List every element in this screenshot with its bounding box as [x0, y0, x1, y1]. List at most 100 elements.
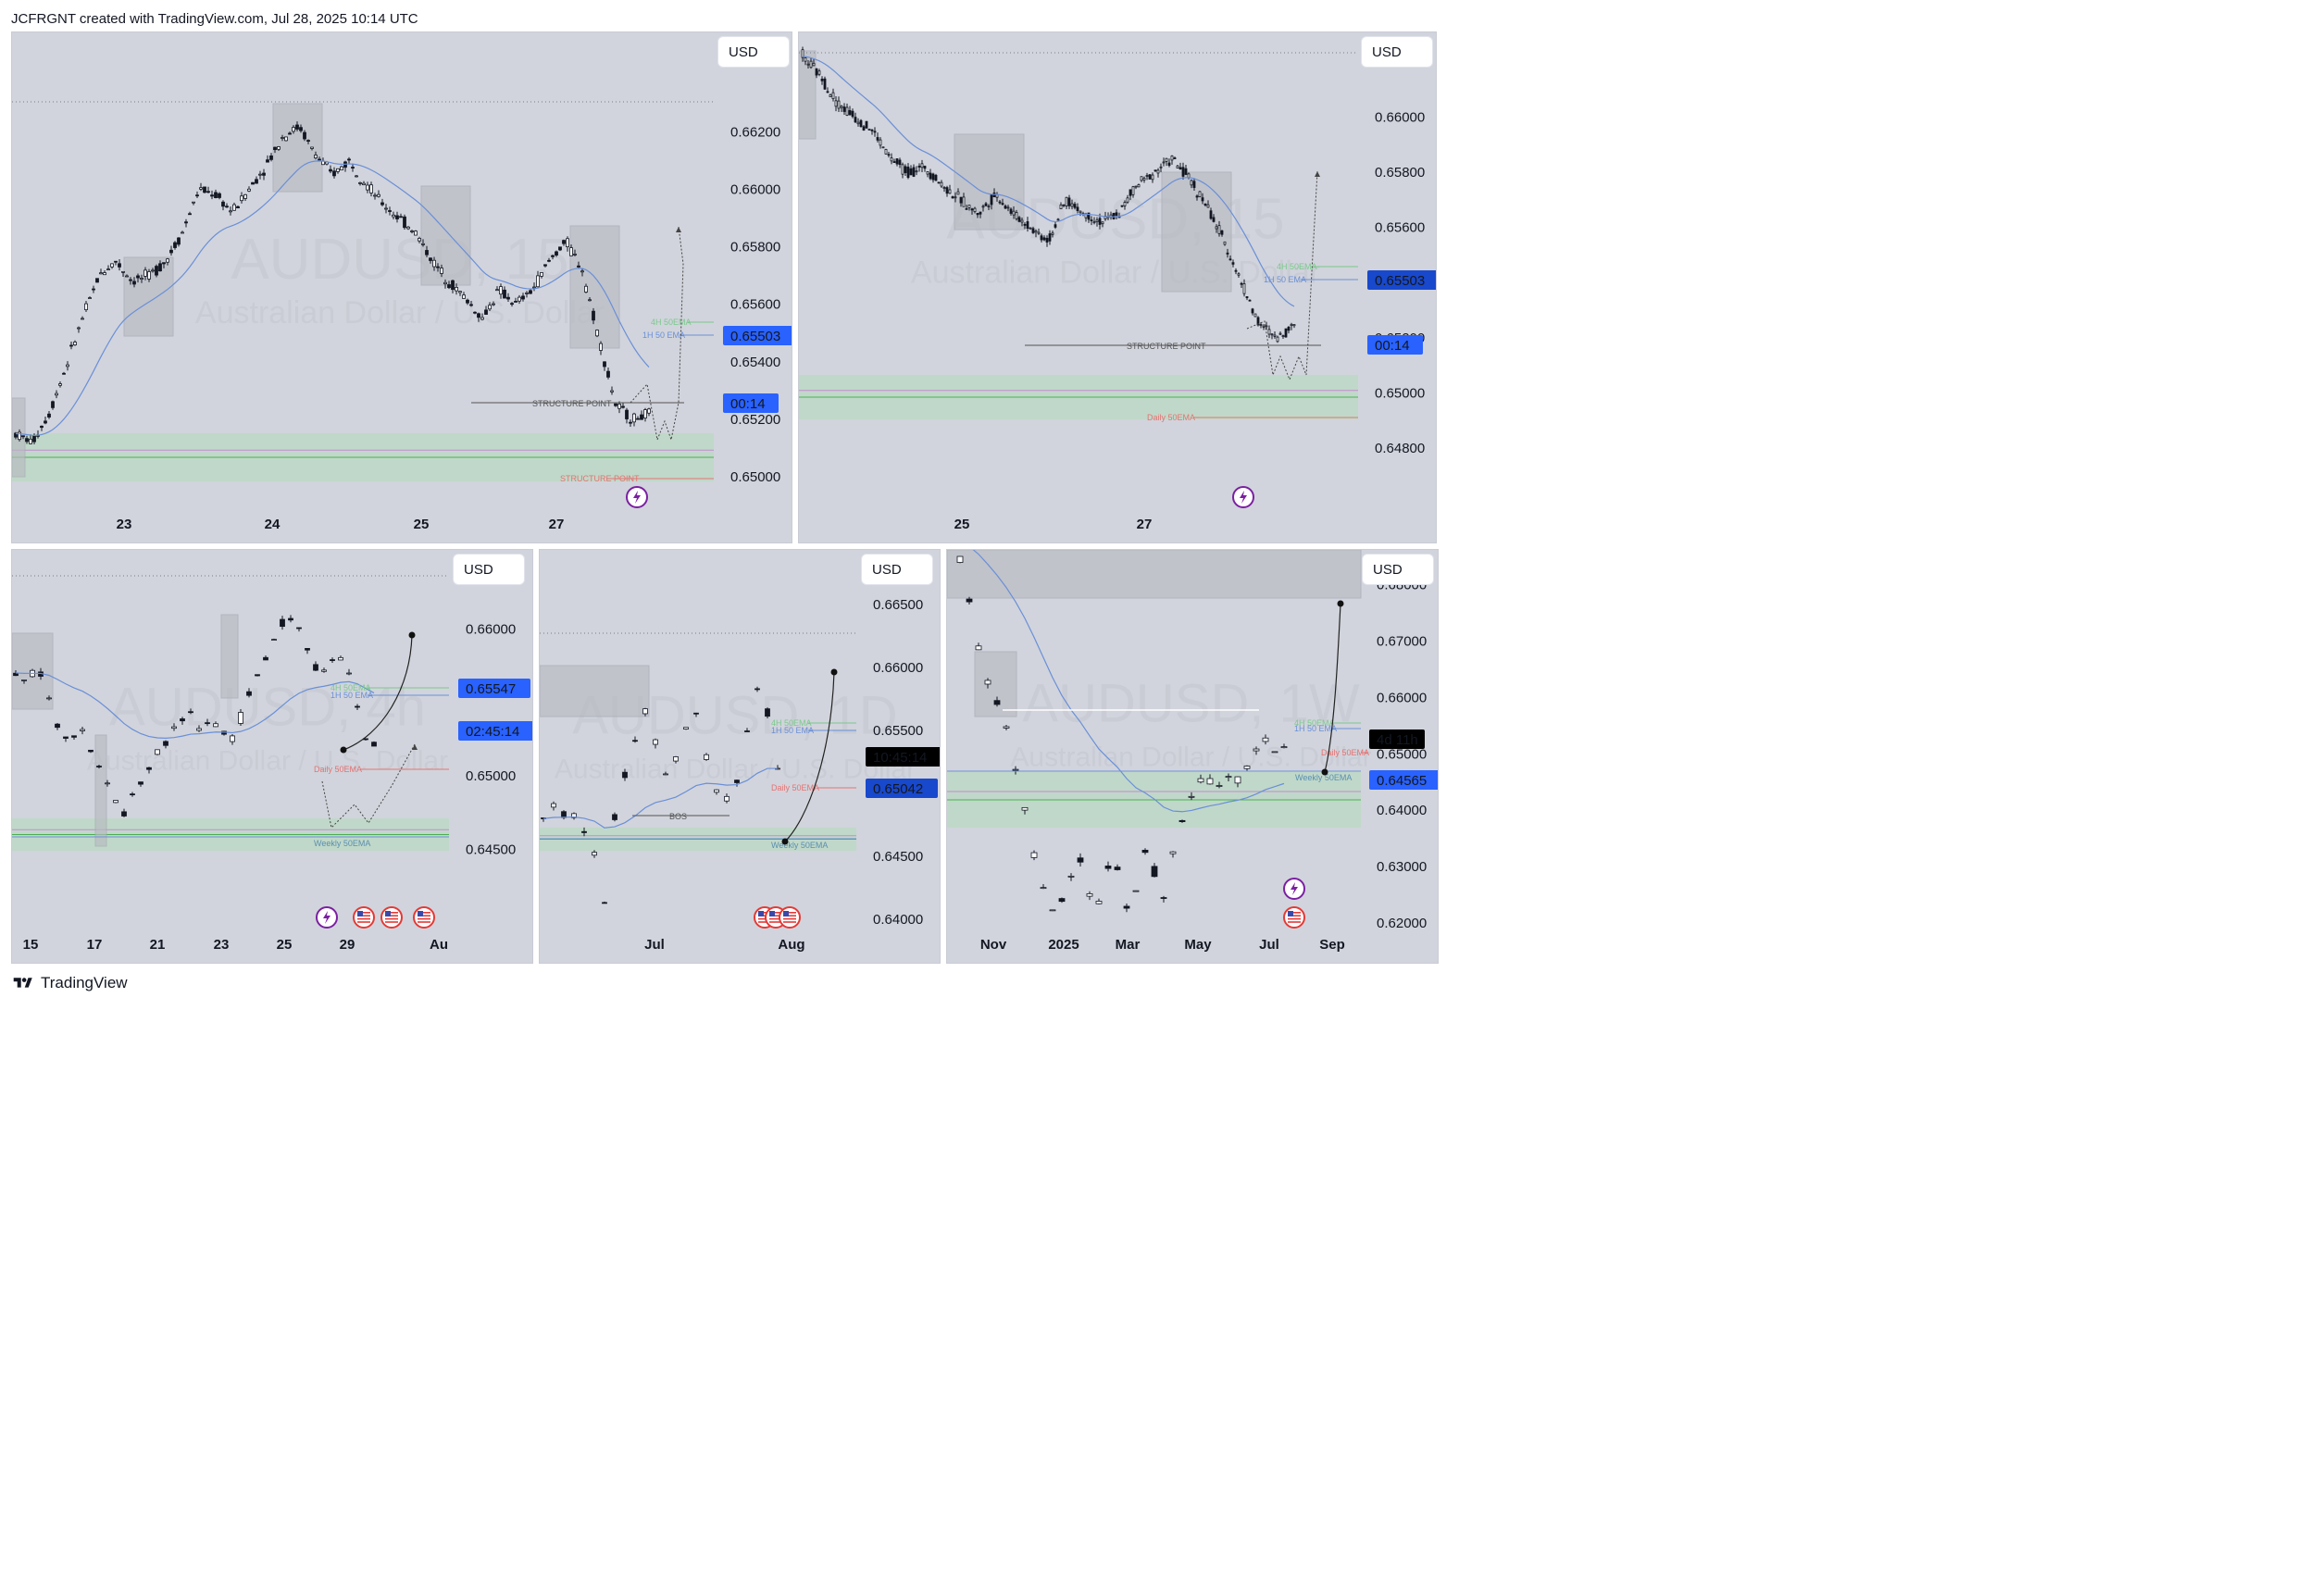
candle-body	[975, 645, 982, 651]
currency-label[interactable]: USD	[454, 555, 524, 584]
flag-stripe	[769, 917, 782, 920]
candle-body	[979, 211, 982, 215]
candle-body	[584, 285, 588, 293]
candle-body	[1062, 204, 1066, 206]
currency-label[interactable]: USD	[1362, 37, 1432, 67]
lightning-glyph	[323, 911, 330, 924]
candle-body	[1248, 299, 1252, 302]
candle-body	[130, 793, 135, 796]
candle-body	[329, 168, 332, 172]
candle-body	[263, 656, 268, 661]
candle-body	[1086, 892, 1093, 897]
chart-panel-aud-1w[interactable]: AUDUSD, 1W Australian Dollar / U.S. Dolla…	[946, 549, 1439, 964]
candle-body	[1192, 181, 1196, 188]
last-price-badge: 0.65042	[866, 779, 938, 798]
candle-body	[917, 166, 921, 168]
time-tick-label: 25	[277, 937, 293, 953]
candle-body	[414, 231, 418, 236]
time-tick-label: 23	[214, 937, 230, 953]
candle-body	[884, 149, 888, 155]
candle-body	[103, 272, 106, 276]
candle-body	[303, 131, 306, 140]
chart-panel-aud-4h[interactable]: AUDUSD, 4h Australian Dollar / U.S. Dolla…	[11, 549, 533, 964]
candle-body	[129, 279, 132, 281]
candle-body	[1278, 332, 1282, 335]
curve-start-dot	[340, 746, 347, 754]
supply-box	[974, 651, 1017, 717]
last-price-bg	[458, 679, 530, 698]
candle-body	[484, 309, 488, 315]
last-price-badge: 0.64565	[1369, 770, 1438, 790]
candle-body	[599, 343, 603, 351]
price-tick-label: 0.62000	[1377, 916, 1427, 931]
candle-body	[310, 146, 314, 149]
chart-panel-aud-1d[interactable]: AUDUSD, 1D Australian Dollar / U.S. Dolla…	[539, 549, 941, 964]
watermark-name: Australian Dollar / U.S. Dollar	[911, 256, 1320, 291]
candle-body	[1132, 890, 1140, 892]
chart-panel-aud-15m[interactable]: AUDUSD, 15 Australian Dollar / U.S. Dolla…	[11, 31, 792, 543]
candle-body	[1237, 273, 1241, 276]
candle-body	[514, 301, 518, 303]
last-price-bg	[1367, 270, 1436, 290]
candle-body	[820, 79, 824, 81]
candle-body	[1276, 336, 1279, 343]
countdown-bg	[723, 393, 779, 413]
candle-body	[1245, 296, 1249, 299]
daily-ema-label: Daily 50EMA	[1147, 413, 1195, 422]
flag-stripe	[385, 917, 398, 920]
candle-body	[321, 669, 327, 672]
time-tick-label: 27	[549, 517, 565, 532]
candle-body	[976, 213, 979, 216]
candle-body	[1003, 726, 1010, 729]
candle-body	[1184, 168, 1188, 175]
last-price-badge: 0.65503	[723, 326, 792, 345]
candle-body	[867, 128, 871, 131]
candle-body	[1197, 778, 1204, 783]
candle-body	[915, 170, 918, 173]
time-tick-label: 2025	[1048, 937, 1079, 953]
footer-brand[interactable]: TradingView	[11, 973, 128, 993]
candle-body	[966, 598, 973, 603]
candle-body	[1243, 766, 1251, 769]
candle-body	[271, 639, 277, 641]
candle-body	[305, 648, 310, 651]
candle-body	[881, 146, 885, 149]
candle-body	[1112, 212, 1116, 219]
candle-body	[1178, 167, 1182, 170]
candle-body	[804, 57, 807, 62]
supply-box	[420, 185, 471, 286]
candle-body	[595, 330, 599, 337]
candle-body	[610, 390, 614, 393]
candle-body	[879, 139, 882, 146]
currency-label[interactable]: USD	[1363, 555, 1433, 584]
candle-body	[1145, 175, 1149, 177]
candle-body	[1195, 195, 1199, 198]
supply-box	[94, 734, 107, 847]
candle-body	[1095, 901, 1103, 904]
candle-body	[1234, 776, 1241, 784]
candle-body	[1021, 806, 1029, 811]
candle-body	[653, 739, 658, 745]
candle-body	[214, 192, 218, 198]
chart-svg[interactable]: AUDUSD, 4h Australian Dollar / U.S. Dolla…	[12, 550, 533, 964]
time-tick-label: 27	[1137, 517, 1153, 532]
candle-body	[355, 175, 358, 178]
candle-body	[155, 749, 160, 755]
chart-svg[interactable]: AUDUSD, 1W Australian Dollar / U.S. Dolla…	[947, 550, 1439, 964]
currency-label[interactable]: USD	[718, 37, 789, 67]
candle-body	[330, 659, 335, 661]
currency-label[interactable]: USD	[862, 555, 932, 584]
candle-body	[338, 656, 343, 661]
candle-body	[188, 711, 193, 714]
last-price-badge: 0.65503	[1367, 270, 1436, 290]
candle-body	[823, 78, 827, 90]
candle-body	[948, 189, 952, 194]
candle-body	[213, 723, 218, 728]
candle-body	[210, 194, 214, 197]
price-tick-label: 0.66200	[730, 124, 780, 140]
chart-panel-aud-15m-b[interactable]: AUDUSD, 15 Australian Dollar / U.S. Dolla…	[798, 31, 1437, 543]
candle-body	[143, 269, 147, 277]
